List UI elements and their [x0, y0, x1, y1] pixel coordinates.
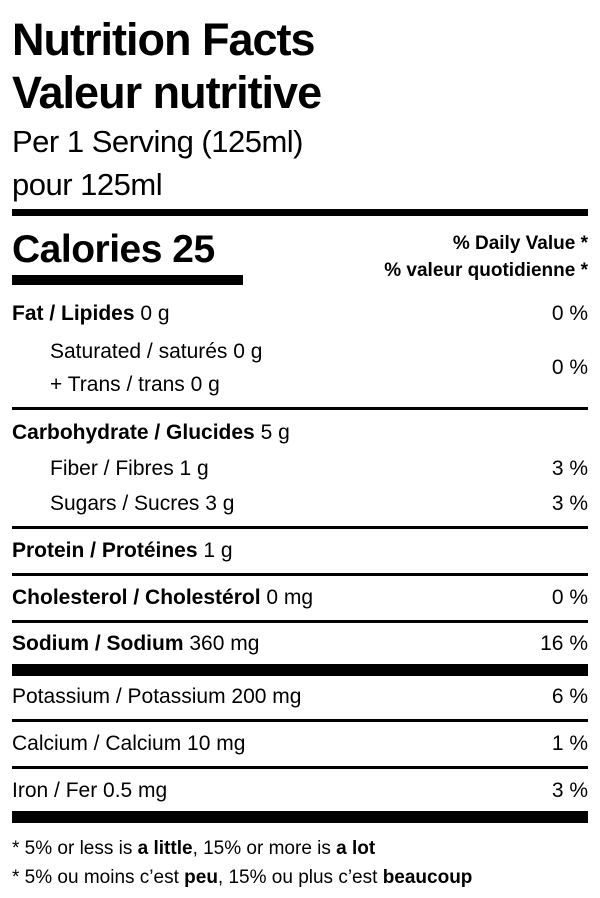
- iron-dv: 3 %: [551, 779, 588, 802]
- divider: [12, 620, 588, 623]
- fat-dv: 0 %: [551, 302, 588, 325]
- calories-underline: [12, 275, 243, 285]
- sodium-amount: 360 mg: [189, 632, 260, 655]
- potassium-dv: 6 %: [551, 685, 588, 708]
- divider: [12, 526, 588, 529]
- trans-label: + Trans / trans 0 g: [50, 373, 220, 396]
- thick-divider: [12, 811, 588, 823]
- cholesterol-label: Cholesterol / Cholestérol: [12, 586, 261, 609]
- potassium-label: Potassium / Potassium 200 mg: [12, 685, 302, 708]
- divider: [12, 573, 588, 576]
- protein-amount: 1 g: [203, 539, 233, 562]
- fat-amount: 0 g: [140, 302, 170, 325]
- serving-fr: pour 125ml: [12, 167, 163, 202]
- calories-value: 25: [172, 228, 215, 271]
- title-en: Nutrition Facts: [12, 14, 316, 65]
- serving-en: Per 1 Serving (125ml): [12, 124, 304, 159]
- carbohydrate-label: Carbohydrate / Glucides: [12, 421, 255, 444]
- calories-label: Calories: [12, 228, 162, 271]
- calcium-label: Calcium / Calcium 10 mg: [12, 732, 246, 755]
- protein-label: Protein / Protéines: [12, 539, 198, 562]
- sodium-dv: 16 %: [540, 632, 588, 655]
- fat-label: Fat / Lipides: [12, 302, 135, 325]
- sugars-dv: 3 %: [551, 492, 588, 515]
- calories: Calories 25: [12, 228, 215, 272]
- fiber-dv: 3 %: [551, 457, 588, 480]
- cholesterol-dv: 0 %: [551, 586, 588, 609]
- daily-value-fr: % valeur quotidienne *: [384, 260, 588, 281]
- calcium-dv: 1 %: [551, 732, 588, 755]
- thick-divider: [12, 209, 588, 216]
- carbohydrate-amount: 5 g: [260, 421, 290, 444]
- divider: [12, 766, 588, 769]
- divider: [12, 407, 588, 410]
- divider: [12, 719, 588, 722]
- sugars-label: Sugars / Sucres 3 g: [50, 492, 235, 515]
- footnote-fr: * 5% ou moins c’est peu, 15% ou plus c’e…: [12, 867, 473, 888]
- iron-label: Iron / Fer 0.5 mg: [12, 779, 168, 802]
- daily-value-en: % Daily Value *: [452, 233, 588, 254]
- cholesterol-amount: 0 mg: [266, 586, 314, 609]
- saturated-label: Saturated / saturés 0 g: [50, 340, 263, 363]
- title-fr: Valeur nutritive: [12, 67, 322, 118]
- thick-divider: [12, 664, 588, 676]
- sat-trans-dv: 0 %: [551, 356, 588, 379]
- footnote-en: * 5% or less is a little, 15% or more is…: [12, 838, 376, 859]
- sodium-label: Sodium / Sodium: [12, 632, 184, 655]
- fiber-label: Fiber / Fibres 1 g: [50, 457, 209, 480]
